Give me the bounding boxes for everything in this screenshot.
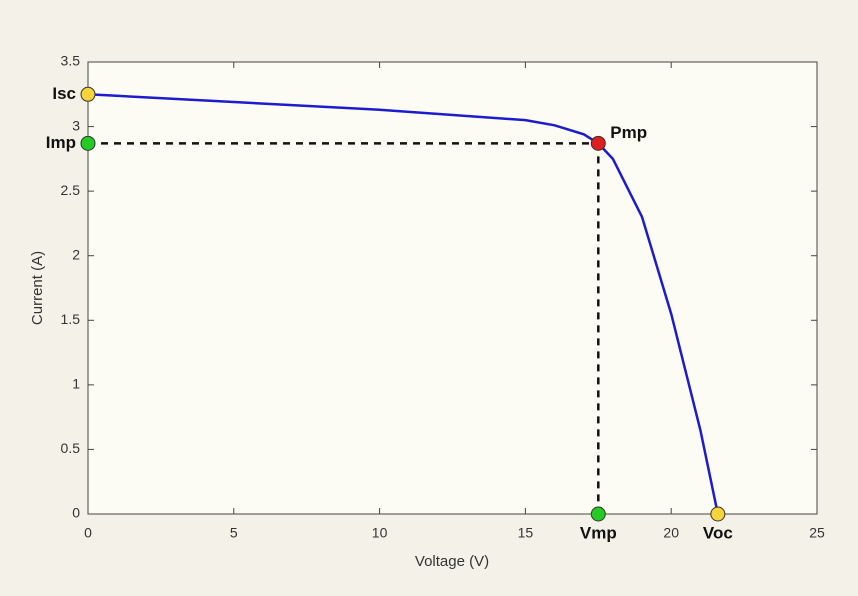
- x-tick-label: 5: [230, 525, 238, 541]
- y-tick-label: 2: [72, 246, 80, 262]
- key-point: [81, 136, 95, 150]
- point-label: Imp: [46, 133, 76, 152]
- y-tick-label: 1.5: [61, 311, 81, 327]
- y-tick-label: 1: [72, 376, 80, 392]
- x-tick-label: 15: [518, 525, 534, 541]
- y-tick-label: 2.5: [61, 182, 81, 198]
- y-tick-label: 0.5: [61, 440, 81, 456]
- point-label: Vmp: [580, 523, 617, 542]
- y-tick-label: 3: [72, 117, 80, 133]
- key-point: [591, 507, 605, 521]
- chart: Voltage (V) Current (A) 0 5 10 15 20 25 0 0.5 1 1…: [0, 0, 858, 596]
- point-label: Pmp: [610, 123, 647, 142]
- y-tick-label: 0: [72, 505, 80, 521]
- plot-area: [88, 62, 817, 514]
- x-tick-label: 10: [372, 525, 388, 541]
- point-label: Isc: [52, 84, 76, 103]
- key-point: [591, 136, 605, 150]
- x-tick-label: 20: [663, 525, 679, 541]
- x-tick-label: 0: [84, 525, 92, 541]
- point-label: Voc: [703, 523, 733, 542]
- key-point: [711, 507, 725, 521]
- key-point: [81, 87, 95, 101]
- y-axis-title: Current (A): [29, 251, 46, 325]
- y-tick-label: 3.5: [61, 53, 81, 69]
- x-tick-label: 25: [809, 525, 825, 541]
- x-axis-title: Voltage (V): [415, 553, 489, 570]
